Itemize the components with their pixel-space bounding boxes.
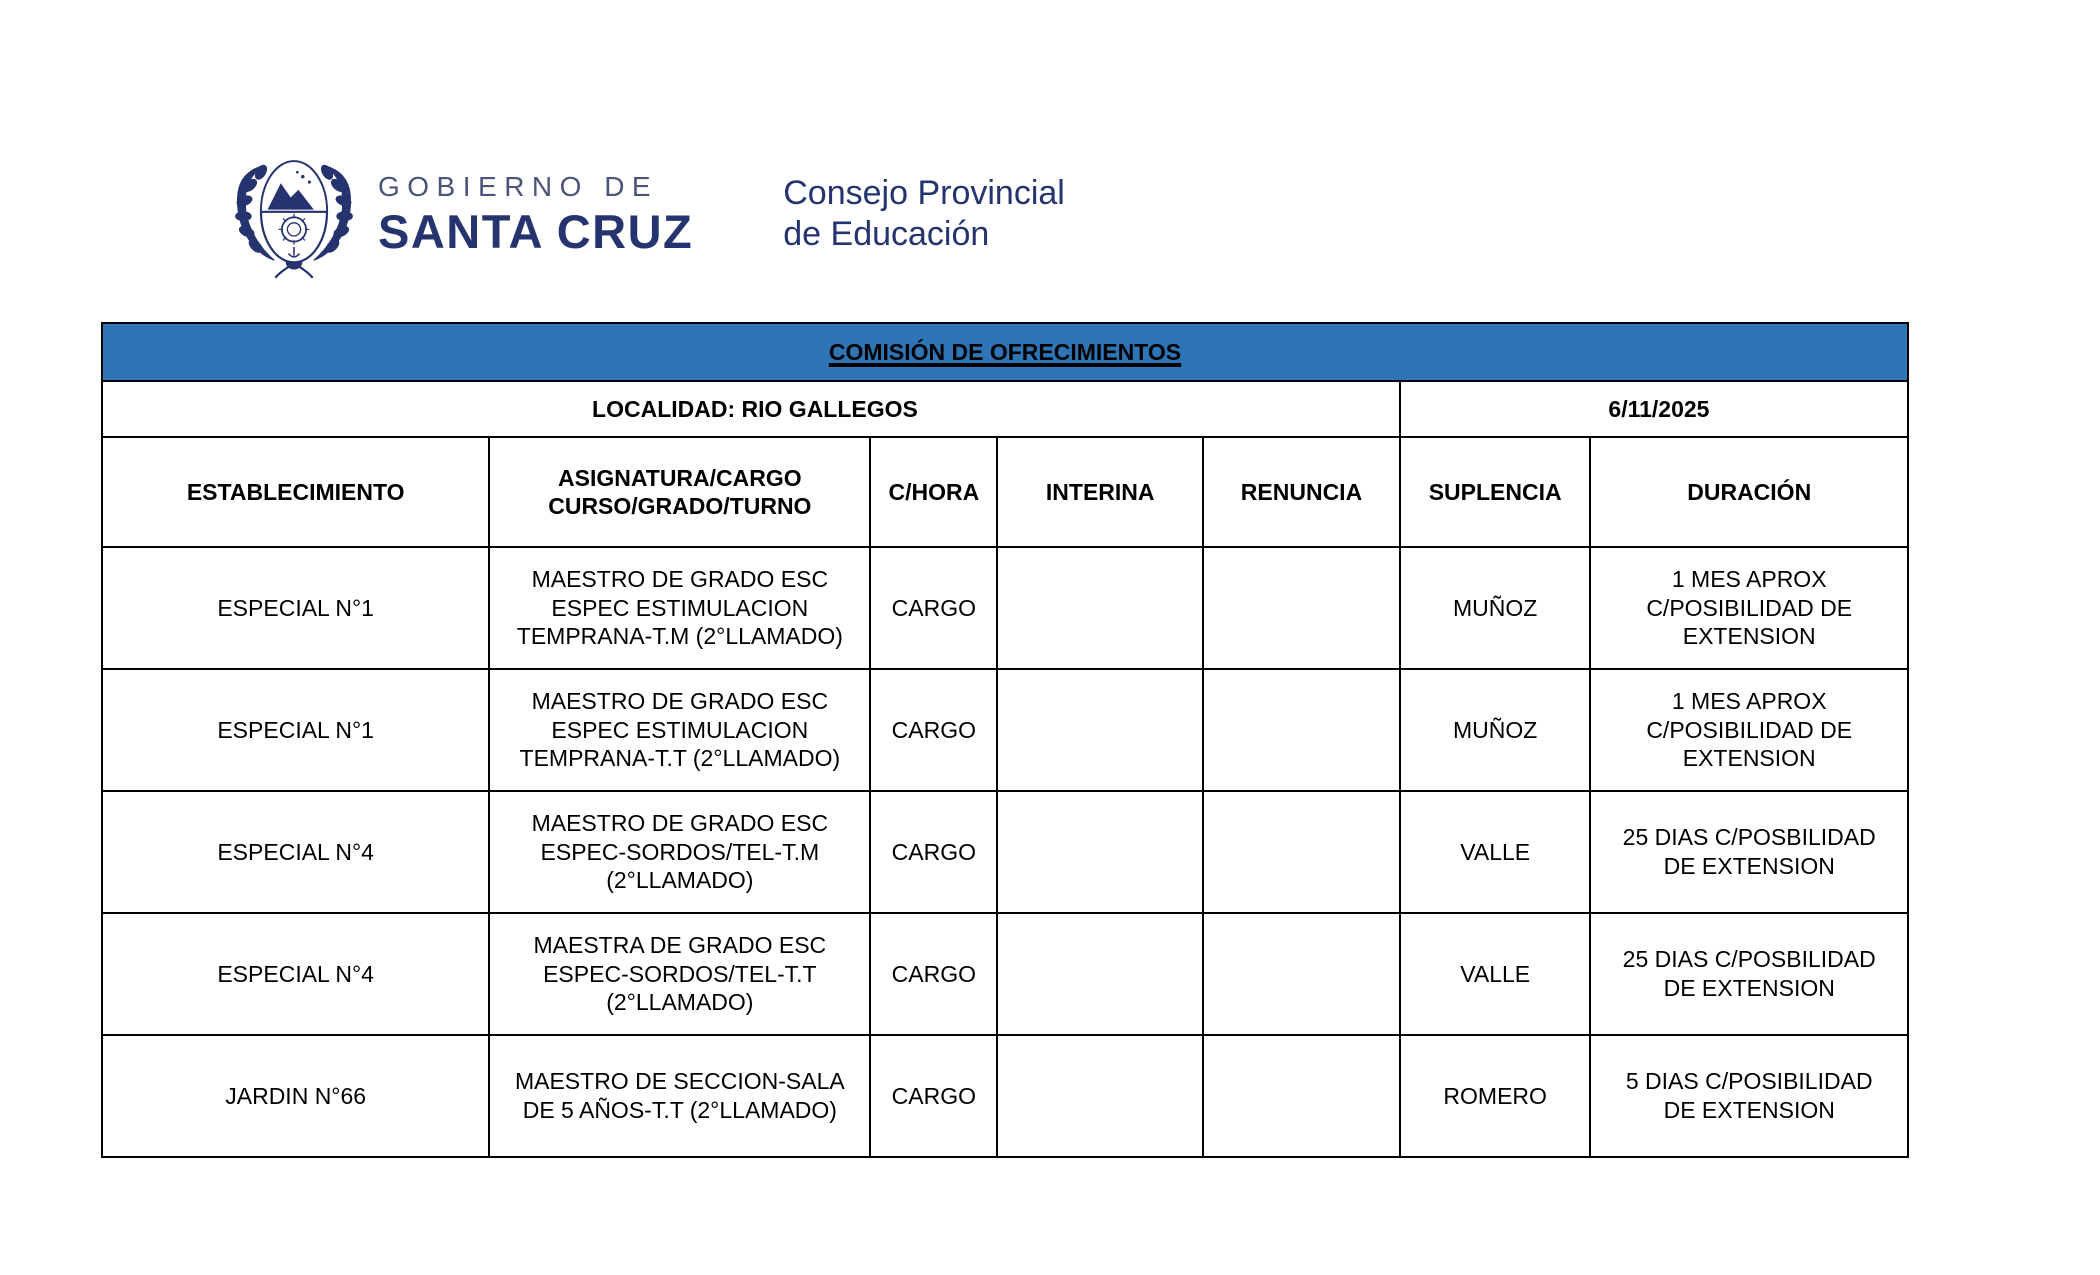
offerings-table: COMISIÓN DE OFRECIMIENTOS LOCALIDAD: RIO… — [100, 322, 1910, 1158]
cell-duracion-line-1: 1 MES APROX — [1671, 687, 1827, 714]
cell-renuncia — [1202, 912, 1401, 1036]
cell-asignatura: MAESTRA DE GRADO ESC ESPEC-SORDOS/TEL-T.… — [488, 912, 872, 1036]
table-header-row: ESTABLECIMIENTO ASIGNATURA/CARGO CURSO/G… — [100, 436, 1909, 548]
cell-suplencia: MUÑOZ — [1398, 546, 1592, 670]
cell-chora: CARGO — [869, 546, 999, 670]
cell-chora: CARGO — [869, 912, 999, 1036]
cell-establecimiento: ESPECIAL N°4 — [100, 790, 491, 914]
cell-chora: CARGO — [869, 1034, 999, 1158]
cell-duracion: 25 DIAS C/POSBILIDAD DE EXTENSION — [1589, 790, 1909, 914]
table-row: JARDIN N°66 MAESTRO DE SECCION-SALA DE 5… — [100, 1034, 1909, 1158]
cell-duracion-line-1: 5 DIAS C/POSIBILIDAD — [1625, 1068, 1873, 1095]
cell-interina — [996, 912, 1205, 1036]
cell-interina — [996, 546, 1205, 670]
banner-row: COMISIÓN DE OFRECIMIENTOS — [101, 322, 1909, 382]
cell-asignatura: MAESTRO DE GRADO ESC ESPEC-SORDOS/TEL-T.… — [488, 790, 872, 914]
column-header-duracion: DURACIÓN — [1589, 436, 1909, 548]
cell-interina — [996, 1034, 1205, 1158]
document-title: COMISIÓN DE OFRECIMIENTOS — [101, 322, 1909, 382]
cell-renuncia — [1202, 668, 1401, 792]
consejo-provincial-wordmark: Consejo Provincial de Educación — [783, 173, 1065, 256]
cell-asignatura-line-1: MAESTRA DE GRADO ESC — [533, 931, 827, 958]
document-date: 6/11/2025 — [1398, 380, 1910, 438]
cell-duracion-line-1: 25 DIAS C/POSBILIDAD — [1622, 946, 1876, 973]
column-header-suplencia: SUPLENCIA — [1398, 436, 1592, 548]
table-row: ESPECIAL N°4 MAESTRO DE GRADO ESC ESPEC-… — [100, 790, 1909, 914]
cell-asignatura-line-3: TEMPRANA-T.M (2°LLAMADO) — [516, 623, 843, 650]
cell-suplencia: VALLE — [1398, 790, 1592, 914]
org-line-1: Consejo Provincial — [783, 173, 1065, 212]
cell-establecimiento: ESPECIAL N°1 — [100, 546, 491, 670]
cell-duracion: 5 DIAS C/POSIBILIDAD DE EXTENSION — [1589, 1034, 1909, 1158]
cell-suplencia: ROMERO — [1398, 1034, 1592, 1158]
org-line-2: de Educación — [783, 215, 990, 253]
cell-asignatura-line-1: MAESTRO DE GRADO ESC — [531, 809, 829, 836]
column-header-asignatura-line-1: ASIGNATURA/CARGO — [558, 464, 802, 491]
offerings-sheet: COMISIÓN DE OFRECIMIENTOS LOCALIDAD: RIO… — [100, 322, 1910, 1158]
locality-label: LOCALIDAD: RIO GALLEGOS — [101, 380, 1401, 438]
cell-asignatura-line-2: ESPEC ESTIMULACION — [551, 716, 809, 743]
column-header-renuncia: RENUNCIA — [1202, 436, 1401, 548]
cell-interina — [996, 790, 1205, 914]
cell-asignatura-line-2: ESPEC ESTIMULACION — [551, 594, 809, 621]
cell-duracion-line-2: C/POSIBILIDAD DE — [1646, 716, 1853, 743]
cell-asignatura-line-3: (2°LLAMADO) — [606, 989, 754, 1016]
cell-renuncia — [1202, 1034, 1401, 1158]
cell-suplencia: VALLE — [1398, 912, 1592, 1036]
cell-duracion-line-3: EXTENSION — [1682, 745, 1816, 772]
cell-asignatura-line-1: MAESTRO DE SECCION-SALA — [514, 1068, 845, 1095]
cell-chora: CARGO — [869, 668, 999, 792]
table-row: ESPECIAL N°4 MAESTRA DE GRADO ESC ESPEC-… — [100, 912, 1909, 1036]
column-header-asignatura-line-2: CURSO/GRADO/TURNO — [548, 493, 812, 519]
cell-duracion-line-1: 25 DIAS C/POSBILIDAD — [1622, 824, 1876, 851]
table-row: ESPECIAL N°1 MAESTRO DE GRADO ESC ESPEC … — [100, 668, 1909, 792]
cell-interina — [996, 668, 1205, 792]
cell-duracion: 1 MES APROX C/POSIBILIDAD DE EXTENSION — [1589, 668, 1909, 792]
cell-asignatura: MAESTRO DE GRADO ESC ESPEC ESTIMULACION … — [488, 546, 872, 670]
cell-asignatura-line-2: ESPEC-SORDOS/TEL-T.M — [540, 838, 820, 865]
cell-asignatura-line-1: MAESTRO DE GRADO ESC — [531, 687, 829, 714]
column-header-chora: C/HORA — [869, 436, 999, 548]
cell-duracion-line-2: DE EXTENSION — [1663, 975, 1835, 1001]
cell-asignatura: MAESTRO DE GRADO ESC ESPEC ESTIMULACION … — [488, 668, 872, 792]
cell-establecimiento: ESPECIAL N°1 — [100, 668, 491, 792]
cell-asignatura-line-2: DE 5 AÑOS-T.T (2°LLAMADO) — [522, 1097, 837, 1123]
cell-asignatura-line-1: MAESTRO DE GRADO ESC — [531, 565, 829, 592]
table-row: ESPECIAL N°1 MAESTRO DE GRADO ESC ESPEC … — [100, 546, 1909, 670]
cell-asignatura-line-2: ESPEC-SORDOS/TEL-T.T — [543, 960, 817, 987]
column-header-interina: INTERINA — [996, 436, 1205, 548]
cell-duracion-line-2: DE EXTENSION — [1663, 853, 1835, 879]
cell-renuncia — [1202, 546, 1401, 670]
gov-line-1: GOBIERNO DE — [378, 171, 659, 202]
column-header-asignatura: ASIGNATURA/CARGO CURSO/GRADO/TURNO — [488, 436, 872, 548]
cell-duracion: 1 MES APROX C/POSIBILIDAD DE EXTENSION — [1589, 546, 1909, 670]
cell-duracion-line-3: EXTENSION — [1682, 623, 1816, 650]
locality-row: LOCALIDAD: RIO GALLEGOS 6/11/2025 — [101, 380, 1910, 438]
cell-chora: CARGO — [869, 790, 999, 914]
santa-cruz-coat-of-arms-icon — [228, 148, 360, 280]
cell-duracion-line-2: C/POSIBILIDAD DE — [1646, 594, 1853, 621]
cell-duracion-line-2: DE EXTENSION — [1663, 1097, 1835, 1123]
government-wordmark: GOBIERNO DE SANTA CRUZ — [378, 171, 694, 258]
cell-asignatura-line-3: TEMPRANA-T.T (2°LLAMADO) — [519, 745, 841, 772]
cell-duracion-line-1: 1 MES APROX — [1671, 565, 1827, 592]
cell-asignatura-line-3: (2°LLAMADO) — [606, 867, 754, 894]
column-header-establecimiento: ESTABLECIMIENTO — [100, 436, 491, 548]
cell-duracion: 25 DIAS C/POSBILIDAD DE EXTENSION — [1589, 912, 1909, 1036]
cell-renuncia — [1202, 790, 1401, 914]
letterhead: GOBIERNO DE SANTA CRUZ Consejo Provincia… — [228, 148, 1065, 280]
cell-suplencia: MUÑOZ — [1398, 668, 1592, 792]
cell-asignatura: MAESTRO DE SECCION-SALA DE 5 AÑOS-T.T (2… — [488, 1034, 872, 1158]
cell-establecimiento: ESPECIAL N°4 — [100, 912, 491, 1036]
gov-line-2: SANTA CRUZ — [378, 205, 694, 258]
cell-establecimiento: JARDIN N°66 — [100, 1034, 491, 1158]
document-title-text: COMISIÓN DE OFRECIMIENTOS — [828, 338, 1182, 365]
